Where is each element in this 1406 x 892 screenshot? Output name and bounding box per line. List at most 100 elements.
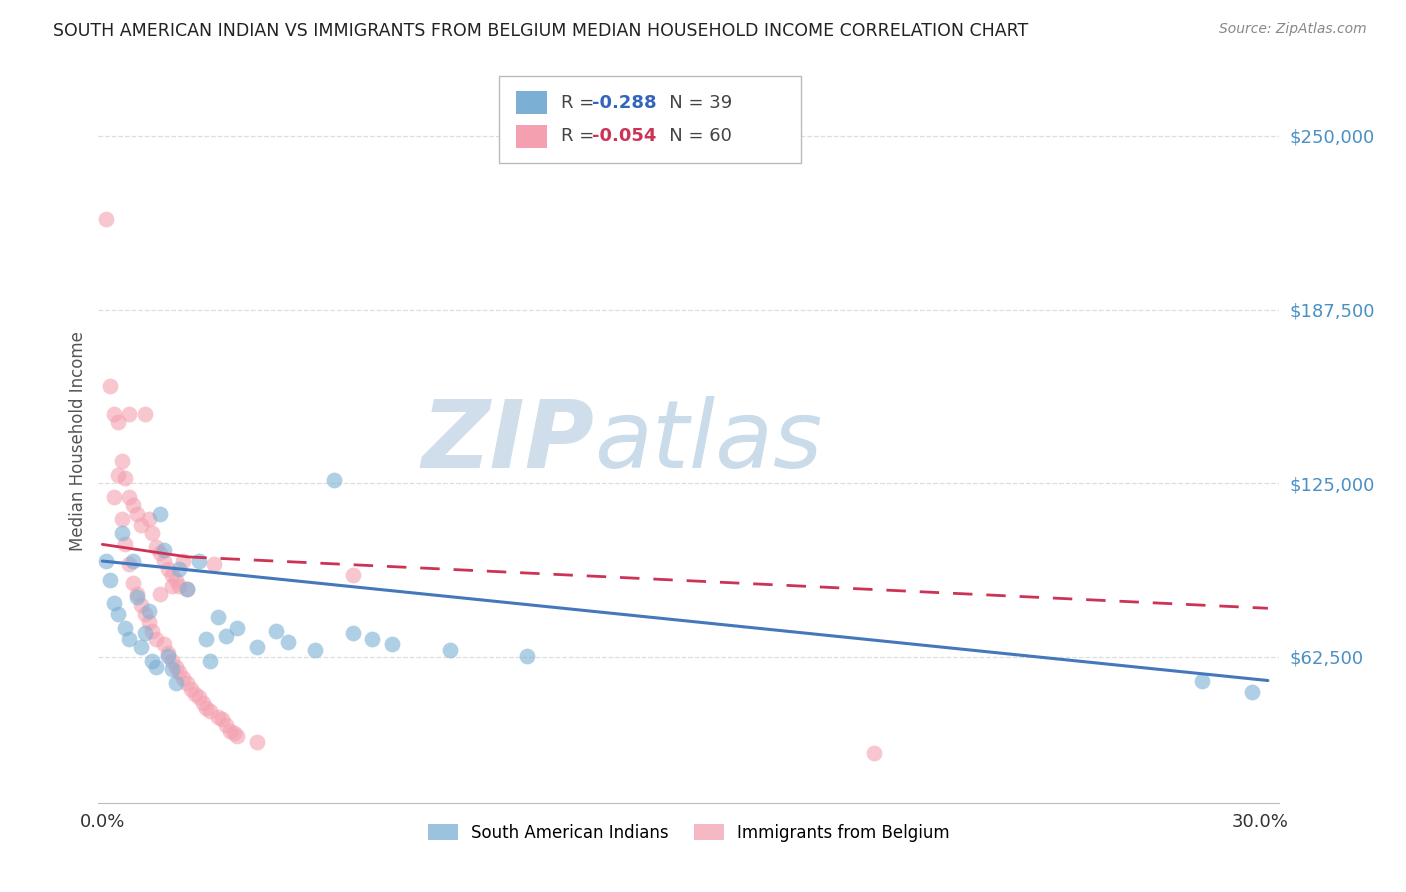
Point — [277, 634, 299, 648]
Point — [215, 718, 238, 732]
Point — [169, 579, 191, 593]
Point — [156, 562, 179, 576]
Point — [138, 615, 160, 630]
Point — [361, 632, 384, 646]
Point — [153, 637, 176, 651]
Point — [141, 654, 163, 668]
Text: Source: ZipAtlas.com: Source: ZipAtlas.com — [1219, 22, 1367, 37]
Point — [176, 676, 198, 690]
Point — [439, 643, 461, 657]
Point — [141, 526, 163, 541]
Point — [172, 671, 194, 685]
Point — [118, 557, 141, 571]
Point — [98, 574, 121, 588]
Point — [202, 557, 225, 571]
Point — [134, 607, 156, 621]
Point — [134, 626, 156, 640]
Point — [264, 624, 287, 638]
Point — [180, 681, 202, 696]
Point — [110, 512, 132, 526]
Point — [118, 632, 141, 646]
Point — [103, 407, 125, 421]
Point — [863, 746, 886, 760]
Point — [200, 704, 222, 718]
Point — [165, 574, 187, 588]
Point — [103, 596, 125, 610]
Point — [118, 407, 141, 421]
Point — [381, 637, 404, 651]
Point — [138, 604, 160, 618]
Point — [226, 729, 249, 743]
Point — [200, 654, 222, 668]
Point — [516, 648, 538, 663]
Point — [226, 621, 249, 635]
Point — [125, 507, 148, 521]
Point — [122, 576, 145, 591]
Point — [176, 582, 198, 596]
Point — [165, 676, 187, 690]
Text: -0.288: -0.288 — [592, 94, 657, 112]
Point — [160, 579, 183, 593]
Point — [160, 654, 183, 668]
Point — [207, 709, 229, 723]
Point — [222, 726, 245, 740]
Point — [160, 662, 183, 676]
Point — [94, 554, 117, 568]
Point — [110, 526, 132, 541]
Point — [125, 587, 148, 601]
Point — [153, 554, 176, 568]
Point — [169, 665, 191, 680]
Point — [195, 701, 218, 715]
Point — [246, 640, 269, 655]
Point — [145, 540, 167, 554]
Point — [94, 212, 117, 227]
Point — [107, 607, 129, 621]
Point — [176, 582, 198, 596]
Text: ZIP: ZIP — [422, 395, 595, 488]
Point — [172, 554, 194, 568]
Point — [145, 659, 167, 673]
Point — [156, 648, 179, 663]
Point — [342, 626, 364, 640]
Point — [114, 470, 136, 484]
Point — [191, 696, 214, 710]
Point — [187, 554, 209, 568]
Text: R =: R = — [561, 94, 600, 112]
Point — [322, 474, 344, 488]
Point — [149, 587, 172, 601]
Point — [153, 542, 176, 557]
Point — [342, 568, 364, 582]
Point — [218, 723, 240, 738]
Point — [122, 499, 145, 513]
Text: SOUTH AMERICAN INDIAN VS IMMIGRANTS FROM BELGIUM MEDIAN HOUSEHOLD INCOME CORRELA: SOUTH AMERICAN INDIAN VS IMMIGRANTS FROM… — [53, 22, 1029, 40]
Point — [149, 546, 172, 560]
Point — [211, 713, 233, 727]
Legend: South American Indians, Immigrants from Belgium: South American Indians, Immigrants from … — [422, 817, 956, 848]
Point — [145, 632, 167, 646]
Point — [184, 687, 207, 701]
Point — [207, 609, 229, 624]
Text: N = 39: N = 39 — [652, 94, 733, 112]
Point — [103, 490, 125, 504]
Point — [165, 659, 187, 673]
Point — [141, 624, 163, 638]
Point — [246, 734, 269, 748]
Point — [98, 379, 121, 393]
Text: R =: R = — [561, 128, 600, 145]
Point — [125, 590, 148, 604]
Point — [215, 629, 238, 643]
Text: atlas: atlas — [595, 396, 823, 487]
Point — [122, 554, 145, 568]
Point — [1241, 684, 1264, 698]
Point — [110, 454, 132, 468]
Point — [107, 415, 129, 429]
Point — [187, 690, 209, 705]
Point — [114, 537, 136, 551]
Point — [195, 632, 218, 646]
Point — [1191, 673, 1213, 688]
Point — [134, 407, 156, 421]
Point — [304, 643, 326, 657]
Point — [169, 562, 191, 576]
Point — [129, 640, 152, 655]
Y-axis label: Median Household Income: Median Household Income — [69, 332, 87, 551]
